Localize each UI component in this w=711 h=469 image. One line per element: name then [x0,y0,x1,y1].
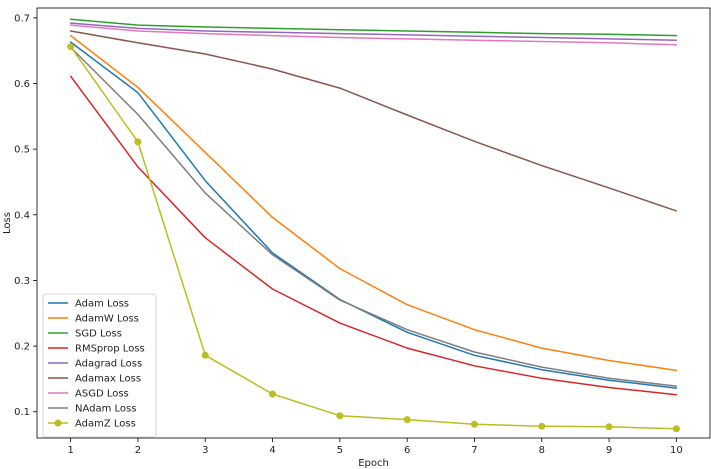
x-tick-label: 4 [269,445,275,456]
y-tick-label: 0.5 [14,145,30,156]
series-line-adamax-loss [69,30,678,212]
series-line-rmsprop-loss [69,75,678,396]
legend-label-asgd-loss: ASGD Loss [75,389,129,400]
plot-area [67,18,680,433]
legend-label-adamz-loss: AdamZ Loss [75,419,136,430]
y-tick-label: 0.3 [14,276,30,287]
x-tick-label: 5 [337,445,343,456]
legend-label-adamax-loss: Adamax Loss [75,374,141,385]
series-line-sgd-loss [69,18,678,37]
series-line-adagrad-loss [69,22,678,41]
legend: Adam Loss AdamW Loss SGD Loss RMSprop Loss A… [42,293,157,438]
data-point-adamz-loss [403,416,411,424]
series-line-adamz-loss [69,45,678,430]
data-point-adamz-loss [67,43,75,51]
x-tick-label: 10 [670,445,683,456]
legend-label-adamw-loss: AdamW Loss [75,314,139,325]
series-line-asgd-loss [69,24,678,46]
legend-box [42,293,157,438]
legend-label-sgd-loss: SGD Loss [75,329,122,340]
y-tick-label: 0.4 [14,210,30,221]
y-tick-label: 0.7 [14,13,30,24]
y-tick-label: 0.6 [14,79,30,90]
series-line-adamw-loss [69,34,678,372]
plot-frame [36,7,711,439]
data-point-adamz-loss [605,423,613,431]
x-tick-label: 8 [539,445,545,456]
data-point-adamz-loss [336,412,344,420]
x-tick-label: 3 [202,445,208,456]
series-line-adam-loss [69,41,678,389]
x-tick-label: 2 [135,445,141,456]
data-point-adamz-loss [672,425,680,433]
series-line-nadam-loss [69,46,678,387]
legend-marker-adamz-loss [54,419,62,427]
data-point-adamz-loss [269,390,276,398]
x-tick-label: 6 [404,445,410,456]
legend-label-nadam-loss: NAdam Loss [75,404,136,415]
legend-label-adagrad-loss: Adagrad Loss [75,359,142,370]
x-tick-label: 7 [471,445,477,456]
data-point-adamz-loss [134,138,142,146]
axes: 1 2 3 4 5 6 7 8 9 10 0.1 0.2 0.3 0.4 0.5 0.6 0.7 [14,7,711,456]
legend-label-adam-loss: Adam Loss [75,299,129,310]
x-axis-label: Epoch [358,458,389,469]
x-tick-label: 1 [67,445,73,456]
x-tick-label: 9 [606,445,612,456]
y-tick-label: 0.1 [14,407,30,418]
data-point-adamz-loss [538,422,546,430]
y-axis-label: Loss [2,212,13,234]
y-tick-label: 0.2 [14,342,30,353]
data-point-adamz-loss [201,351,209,359]
data-point-adamz-loss [470,420,478,428]
legend-label-rmsprop-loss: RMSprop Loss [75,344,145,355]
